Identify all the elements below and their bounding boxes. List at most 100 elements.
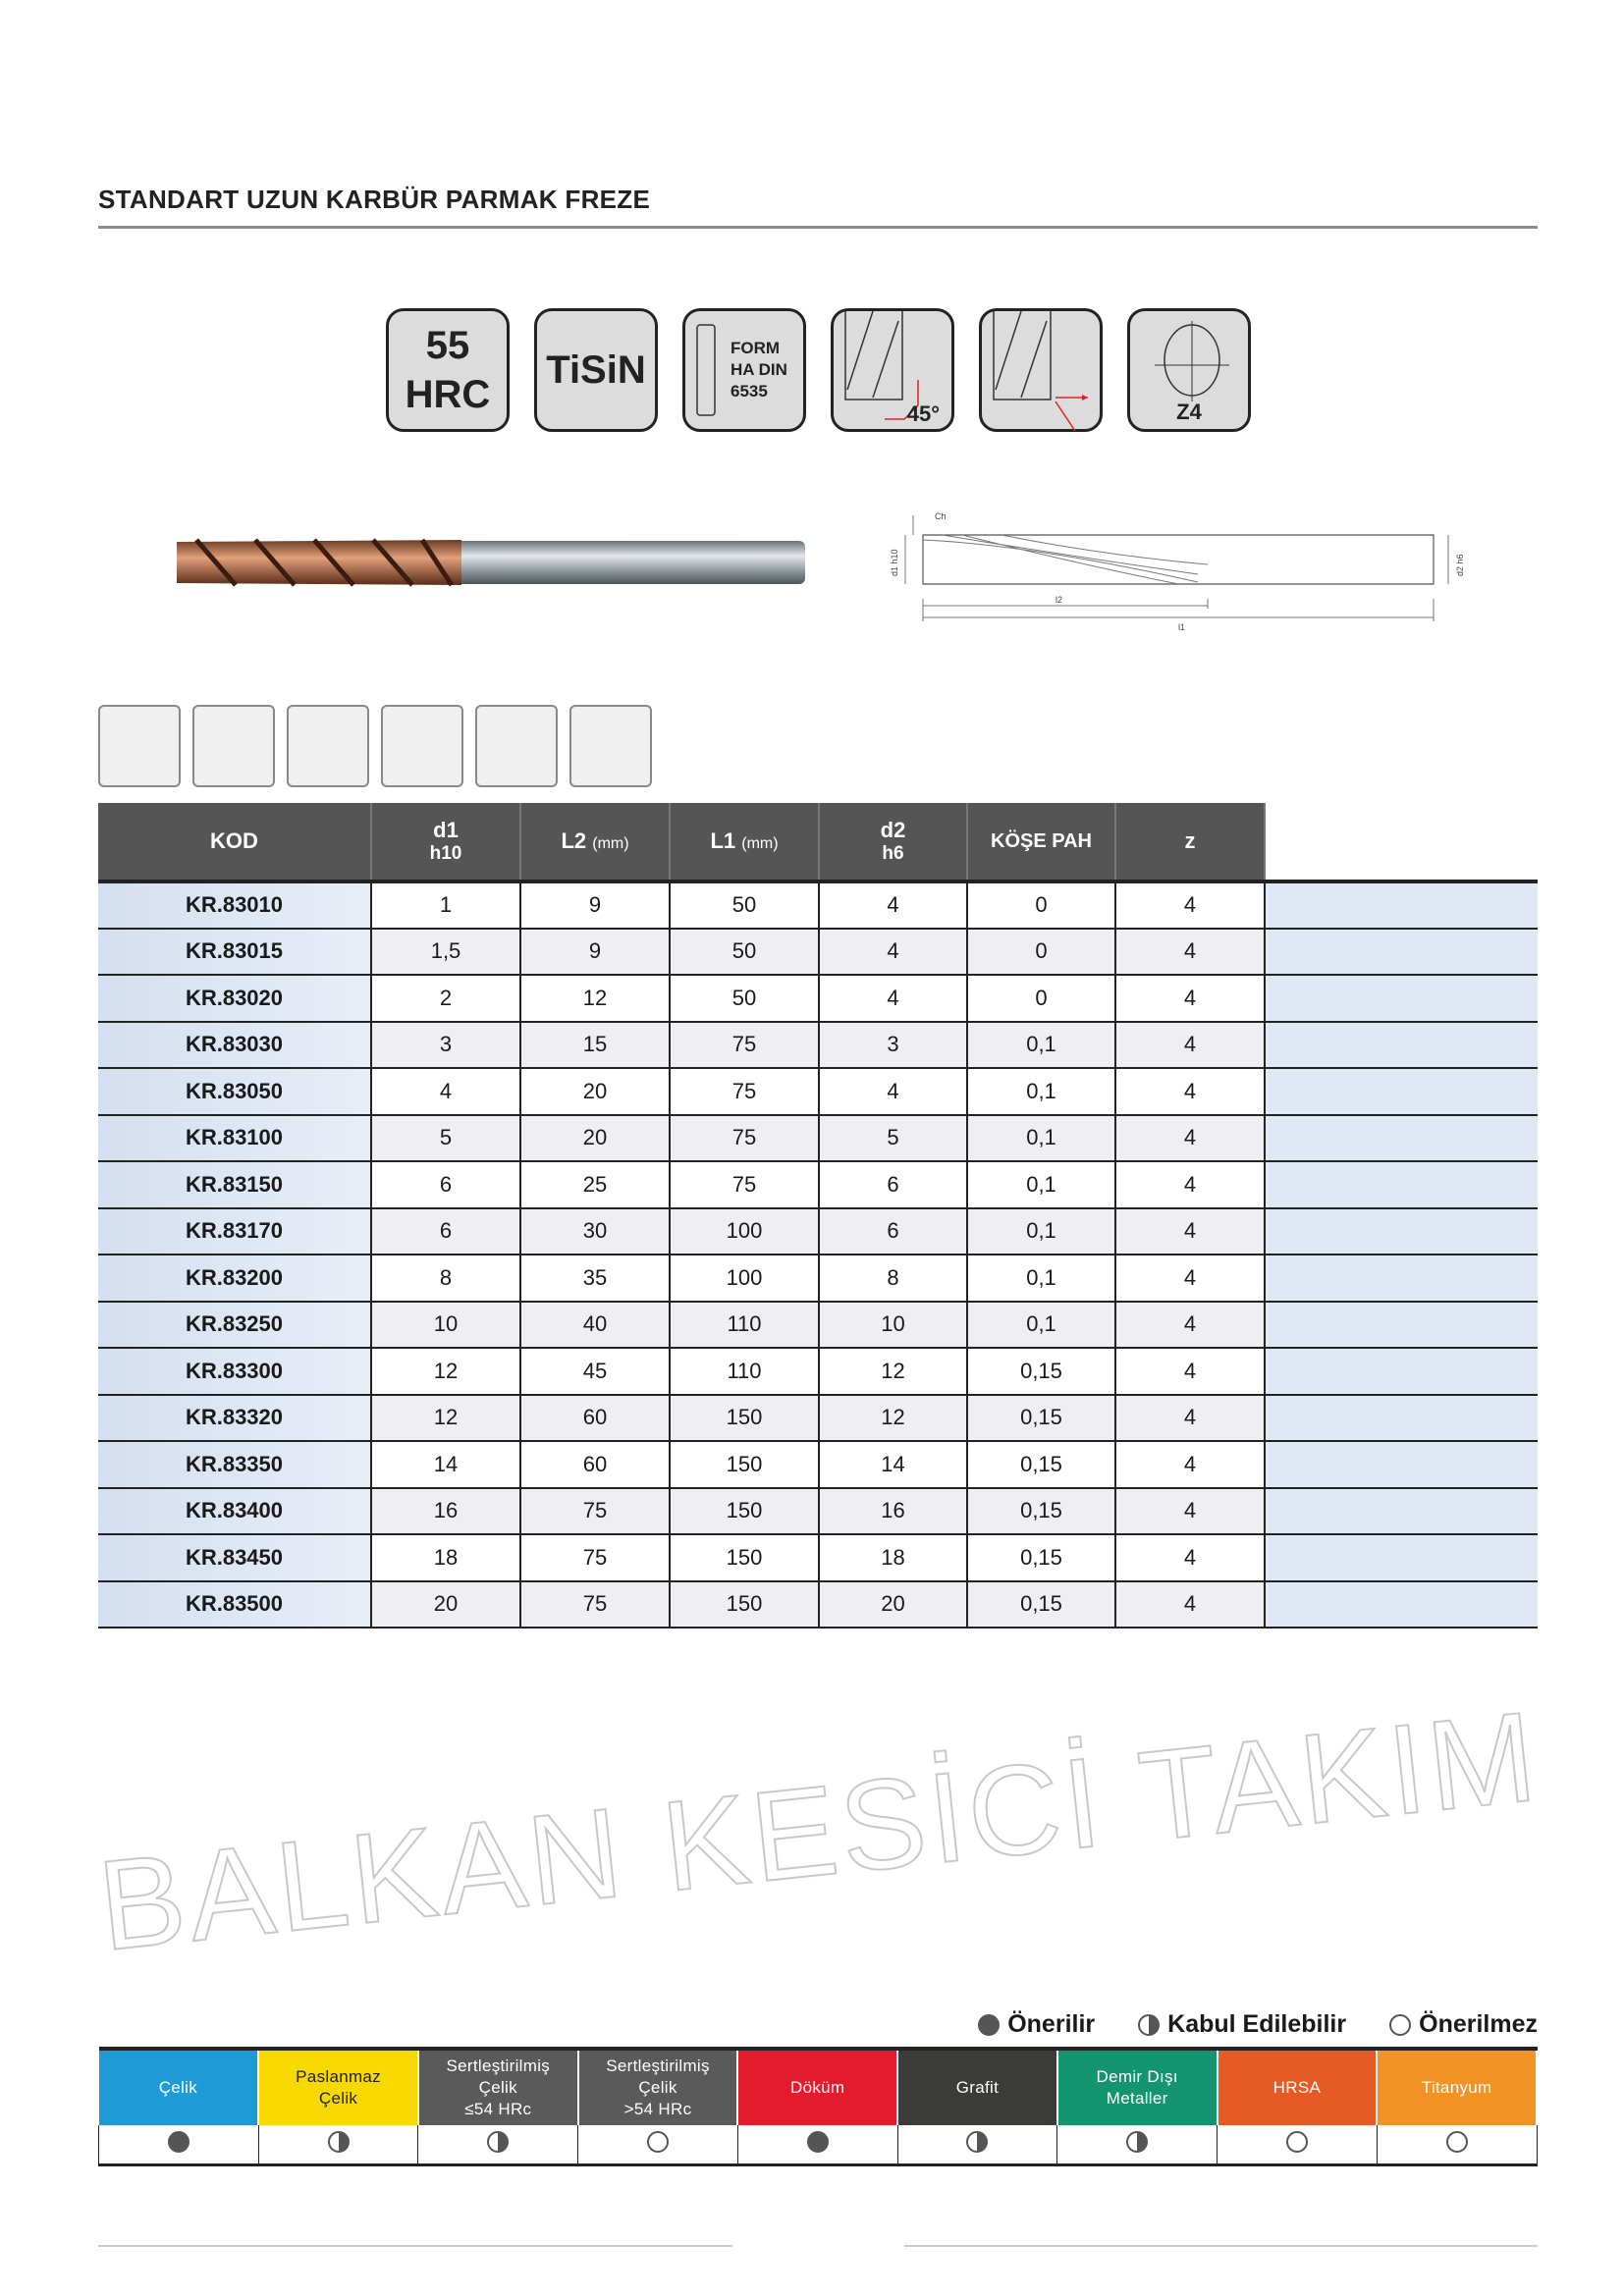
cell-d2: 4	[819, 881, 968, 930]
full-circle-icon	[167, 2130, 189, 2153]
flute-count-badge: Z4	[1127, 308, 1251, 432]
header-d2: d2 h6	[819, 803, 968, 883]
material-rating	[1217, 2125, 1378, 2164]
cell-d1: 5	[371, 1114, 521, 1162]
cell-blank	[1265, 1255, 1538, 1303]
watermark: BALKAN KESİCİ TAKIM	[98, 1682, 1538, 1978]
cell-blank	[1265, 1161, 1538, 1209]
shank-icon	[696, 324, 716, 416]
table-row: KR.83320 12 60 150 12 0,15 4	[98, 1394, 1538, 1442]
cell-l2: 60	[520, 1394, 671, 1442]
watermark-text: BALKAN KESİCİ TAKIM	[98, 1683, 1538, 1977]
none-circle-icon	[647, 2130, 670, 2153]
cell-d2: 3	[819, 1021, 968, 1069]
cell-kod: KR.83100	[98, 1114, 372, 1162]
cell-kose-pah: 0,15	[967, 1534, 1116, 1582]
material-2: Sertleştirilmiş Çelik ≤54 HRc	[417, 2049, 579, 2125]
empty-circle-icon	[1389, 2013, 1412, 2036]
cell-l1: 150	[670, 1487, 820, 1535]
material-rating	[736, 2125, 898, 2164]
cell-kose-pah: 0,1	[967, 1021, 1116, 1069]
cell-kod: KR.83250	[98, 1301, 372, 1349]
cell-l1: 75	[670, 1161, 820, 1209]
material-4: Döküm	[737, 2049, 899, 2125]
cell-d2: 14	[819, 1441, 968, 1489]
shank-form-badge: FORM HA DIN 6535	[682, 308, 806, 432]
cell-z: 4	[1115, 881, 1266, 930]
header-blank	[1265, 803, 1538, 883]
cell-z: 4	[1115, 1394, 1266, 1442]
flutes-label: Z4	[1176, 400, 1202, 424]
cell-z: 4	[1115, 1207, 1266, 1255]
table-row: KR.83400 16 75 150 16 0,15 4	[98, 1487, 1538, 1535]
material-5: Grafit	[897, 2049, 1058, 2125]
d1-label: d1 h10	[890, 549, 899, 576]
cell-l2: 15	[520, 1021, 671, 1069]
cell-d1: 16	[371, 1487, 521, 1535]
title-divider	[98, 226, 1538, 229]
cell-d1: 2	[371, 975, 521, 1023]
table-row: KR.83150 6 25 75 6 0,1 4	[98, 1161, 1538, 1209]
cell-l1: 150	[670, 1441, 820, 1489]
end-face-icon	[1155, 321, 1229, 401]
cell-kod: KR.83010	[98, 881, 372, 930]
table-row: KR.83500 20 75 150 20 0,15 4	[98, 1580, 1538, 1629]
cell-blank	[1265, 1021, 1538, 1069]
cell-blank	[1265, 1348, 1538, 1396]
table-row: KR.83200 8 35 100 8 0,1 4	[98, 1255, 1538, 1303]
cell-d2: 8	[819, 1255, 968, 1303]
cell-blank	[1265, 1068, 1538, 1116]
chamfer-angle-badge: 45°	[831, 308, 954, 432]
feature-badges: 55 HRC TiSiN FORM HA DIN 6535 45° Z4	[386, 308, 1251, 432]
cell-blank	[1265, 1207, 1538, 1255]
cell-l2: 45	[520, 1348, 671, 1396]
cell-kod: KR.83350	[98, 1441, 372, 1489]
l2-label: l2	[1056, 595, 1062, 605]
cell-l1: 75	[670, 1114, 820, 1162]
cell-d2: 12	[819, 1394, 968, 1442]
material-8: Titanyum	[1377, 2049, 1538, 2125]
cell-d2: 20	[819, 1580, 968, 1629]
cell-kod: KR.83400	[98, 1487, 372, 1535]
cell-kod: KR.83170	[98, 1207, 372, 1255]
cell-z: 4	[1115, 1114, 1266, 1162]
material-0: Çelik	[98, 2049, 260, 2125]
table-row: KR.83250 10 40 110 10 0,1 4	[98, 1301, 1538, 1349]
cell-blank	[1265, 928, 1538, 976]
none-circle-icon	[1445, 2130, 1468, 2153]
cell-l2: 20	[520, 1068, 671, 1116]
cutting-direction-badge	[979, 308, 1103, 432]
table-row: KR.83050 4 20 75 4 0,1 4	[98, 1068, 1538, 1116]
material-1: Paslanmaz Çelik	[258, 2049, 419, 2125]
material-3: Sertleştirilmiş Çelik >54 HRc	[577, 2049, 739, 2125]
cell-l1: 100	[670, 1255, 820, 1303]
half-circle-icon	[327, 2130, 350, 2153]
cell-blank	[1265, 1534, 1538, 1582]
cell-kose-pah: 0,15	[967, 1487, 1116, 1535]
cell-kose-pah: 0,15	[967, 1348, 1116, 1396]
hrc-value: 55	[425, 324, 470, 367]
cell-d2: 6	[819, 1161, 968, 1209]
cell-l1: 50	[670, 928, 820, 976]
cell-kose-pah: 0,15	[967, 1394, 1116, 1442]
cell-l1: 100	[670, 1207, 820, 1255]
material-rating	[98, 2125, 259, 2164]
table-row: KR.83015 1,5 9 50 4 0 4	[98, 928, 1538, 976]
footer-line-left	[98, 2245, 732, 2247]
hardness-badge: 55 HRC	[386, 308, 510, 432]
cell-blank	[1265, 1301, 1538, 1349]
cell-z: 4	[1115, 1441, 1266, 1489]
cell-d2: 4	[819, 975, 968, 1023]
cell-l2: 60	[520, 1441, 671, 1489]
form-line-1: FORM	[731, 339, 781, 357]
material-rating	[1056, 2125, 1218, 2164]
shoulder-milling-icon	[98, 705, 181, 787]
cell-d1: 12	[371, 1394, 521, 1442]
cell-l2: 75	[520, 1534, 671, 1582]
cell-d1: 6	[371, 1207, 521, 1255]
cell-z: 4	[1115, 1161, 1266, 1209]
cell-l1: 50	[670, 881, 820, 930]
none-circle-icon	[1285, 2130, 1308, 2153]
cell-z: 4	[1115, 1301, 1266, 1349]
legend-acceptable: Kabul Edilebilir	[1138, 2010, 1346, 2039]
